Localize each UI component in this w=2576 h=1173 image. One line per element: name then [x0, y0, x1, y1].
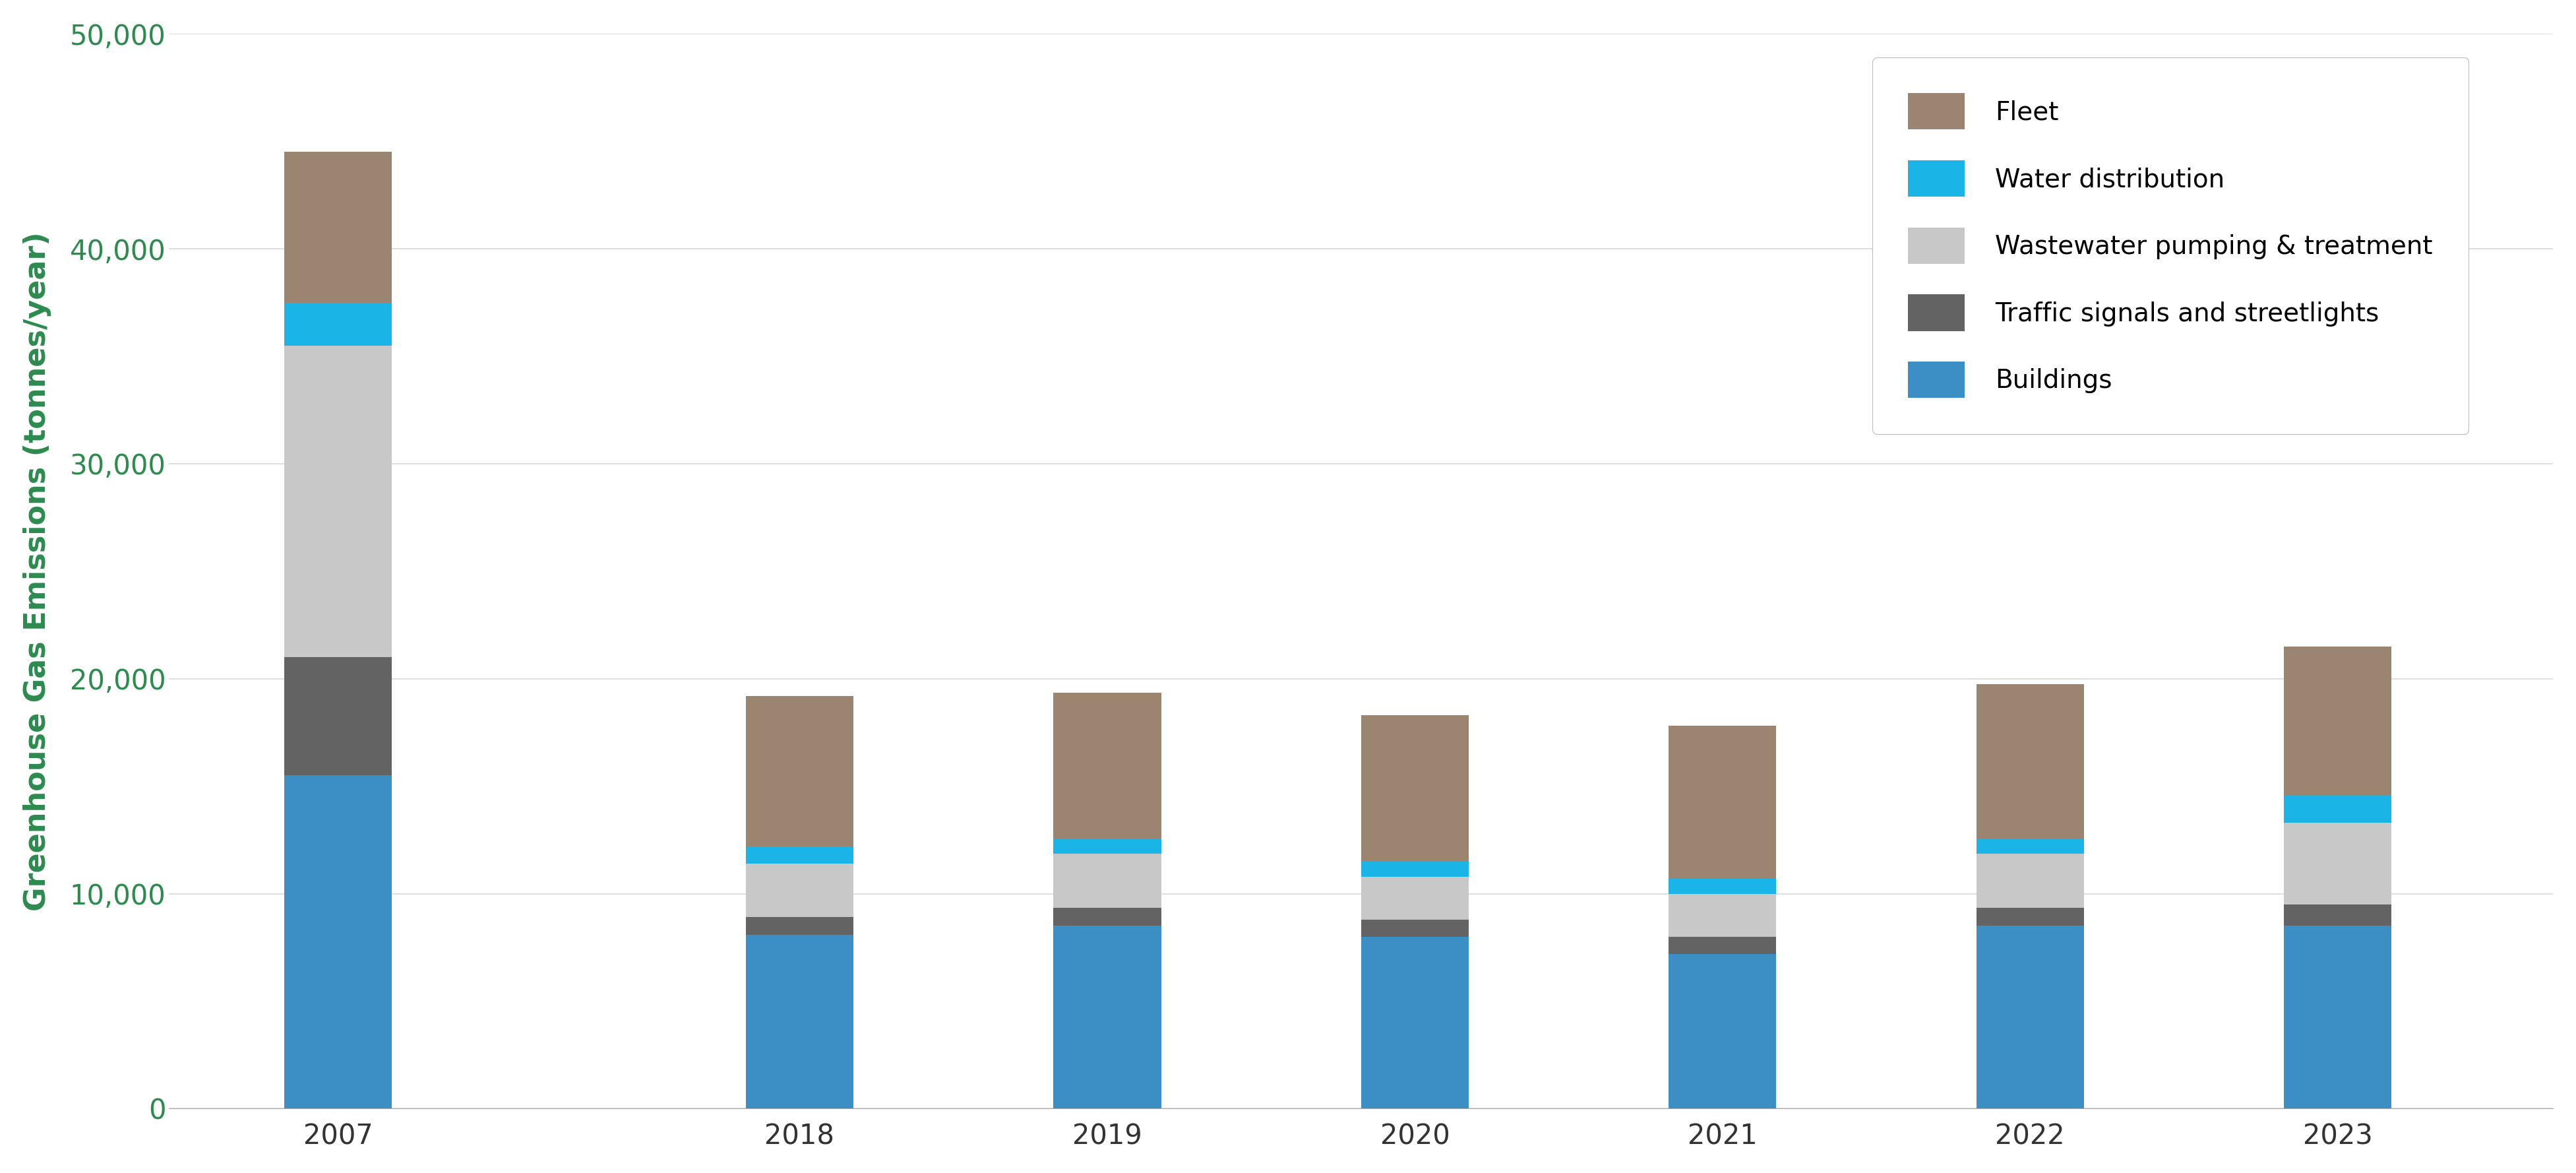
Bar: [747, 696, 853, 847]
Bar: [1976, 854, 2084, 908]
Bar: [747, 917, 853, 935]
Bar: [1054, 854, 1162, 908]
Bar: [1669, 879, 1777, 894]
Bar: [1669, 937, 1777, 954]
Bar: [2285, 822, 2391, 904]
Bar: [2285, 925, 2391, 1108]
Bar: [1976, 839, 2084, 854]
Bar: [1360, 920, 1468, 937]
Bar: [283, 775, 392, 1108]
Bar: [2285, 646, 2391, 795]
Bar: [283, 346, 392, 657]
Bar: [1669, 894, 1777, 937]
Bar: [1054, 693, 1162, 839]
Bar: [2285, 795, 2391, 822]
Bar: [1360, 861, 1468, 876]
Bar: [1054, 839, 1162, 854]
Bar: [747, 847, 853, 863]
Bar: [1360, 876, 1468, 920]
Bar: [1360, 716, 1468, 861]
Y-axis label: Greenhouse Gas Emissions (tonnes/year): Greenhouse Gas Emissions (tonnes/year): [23, 231, 52, 911]
Bar: [1976, 925, 2084, 1108]
Bar: [283, 303, 392, 346]
Bar: [1360, 937, 1468, 1108]
Bar: [2285, 904, 2391, 925]
Bar: [1669, 954, 1777, 1108]
Bar: [1669, 726, 1777, 879]
Bar: [1976, 684, 2084, 839]
Bar: [283, 152, 392, 303]
Bar: [1054, 908, 1162, 925]
Bar: [747, 935, 853, 1108]
Bar: [1976, 908, 2084, 925]
Bar: [747, 863, 853, 917]
Bar: [1054, 925, 1162, 1108]
Bar: [283, 657, 392, 775]
Legend: Fleet, Water distribution, Wastewater pumping & treatment, Traffic signals and s: Fleet, Water distribution, Wastewater pu…: [1873, 57, 2468, 434]
